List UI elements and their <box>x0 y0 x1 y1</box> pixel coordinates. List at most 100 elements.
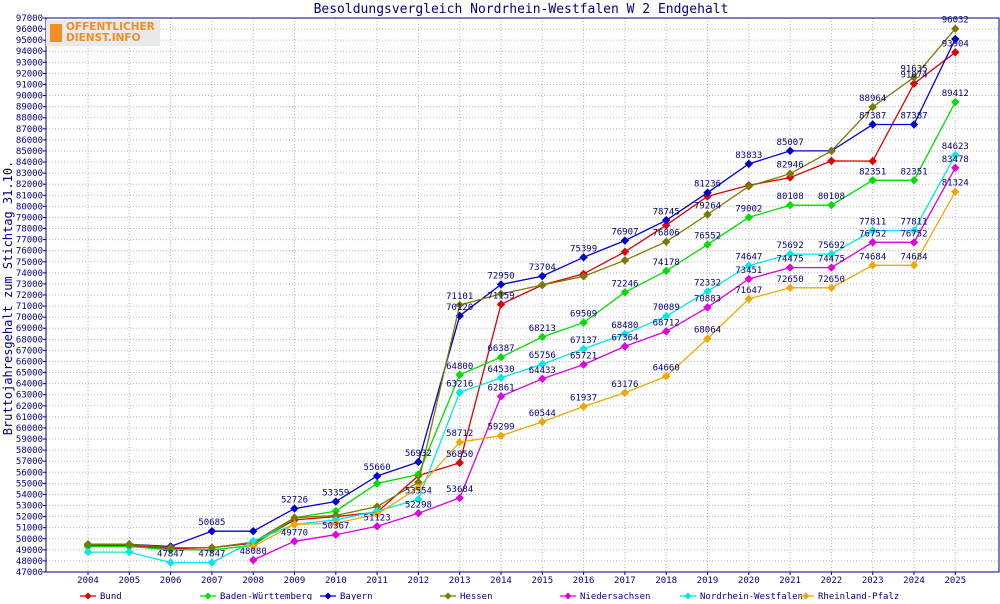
data-point <box>414 495 423 504</box>
x-tick-label: 2014 <box>490 576 512 586</box>
y-tick-label: 61000 <box>16 413 43 423</box>
data-label: 68712 <box>653 318 680 328</box>
data-point <box>579 360 588 369</box>
data-point <box>744 261 754 270</box>
data-label: 47847 <box>157 550 184 560</box>
data-label: 59299 <box>487 423 514 433</box>
data-label: 73704 <box>529 263 556 273</box>
logo-mark-icon <box>50 24 62 42</box>
data-label: 74475 <box>777 255 804 265</box>
y-tick-label: 52000 <box>16 513 43 523</box>
data-label: 50685 <box>198 518 225 528</box>
data-label: 71647 <box>735 286 762 296</box>
data-label: 73451 <box>735 266 762 276</box>
y-tick-label: 48000 <box>16 557 43 567</box>
data-label: 48080 <box>240 547 267 557</box>
data-label: 47847 <box>198 550 225 560</box>
data-point <box>455 493 464 503</box>
x-tick-label: 2006 <box>160 576 182 586</box>
y-tick-label: 53000 <box>16 502 43 512</box>
y-tick-label: 80000 <box>16 202 43 212</box>
data-label: 77811 <box>900 218 927 228</box>
legend-label: Rheinland-Pfalz <box>818 592 899 600</box>
data-point <box>744 213 754 222</box>
data-point <box>661 266 671 276</box>
x-tick-label: 2025 <box>944 576 966 586</box>
data-label: 67137 <box>570 336 597 346</box>
data-label: 89412 <box>942 89 969 99</box>
y-tick-label: 47000 <box>16 568 43 578</box>
data-label: 67364 <box>611 333 638 343</box>
data-point <box>372 510 382 519</box>
data-point <box>868 238 877 247</box>
data-label: 62861 <box>487 383 514 393</box>
data-point <box>290 537 299 546</box>
y-tick-label: 62000 <box>16 402 43 412</box>
x-tick-label: 2011 <box>366 576 388 586</box>
series-line <box>252 191 956 548</box>
data-label: 88964 <box>859 94 886 104</box>
data-point <box>125 540 134 549</box>
x-tick-label: 2018 <box>655 576 677 586</box>
data-point <box>827 200 836 210</box>
x-tick-label: 2023 <box>862 576 884 586</box>
data-label: 82351 <box>900 167 927 177</box>
data-label: 74178 <box>653 258 680 268</box>
data-label: 72650 <box>818 275 845 285</box>
data-point <box>785 146 795 156</box>
data-label: 74684 <box>900 252 927 262</box>
offentlicher-dienst-logo: OFFENTLICHER DIENST.INFO <box>46 20 160 46</box>
data-label: 75399 <box>570 244 597 254</box>
y-tick-label: 74000 <box>16 269 43 279</box>
data-point <box>579 402 588 411</box>
data-label: 75692 <box>818 241 845 251</box>
data-point <box>620 329 630 339</box>
data-point <box>331 530 341 539</box>
data-label: 76552 <box>694 232 721 242</box>
data-point <box>744 274 754 284</box>
data-point <box>579 253 588 262</box>
data-point <box>455 458 464 468</box>
data-point <box>455 438 464 447</box>
series-line <box>88 51 956 550</box>
data-point <box>207 558 217 567</box>
data-label: 91074 <box>900 71 927 81</box>
data-label: 69509 <box>570 310 597 320</box>
data-point <box>372 479 382 488</box>
data-point <box>455 300 464 310</box>
data-point <box>372 471 382 481</box>
data-point <box>868 102 877 112</box>
data-point <box>951 48 960 57</box>
x-tick-label: 2010 <box>325 576 347 586</box>
data-label: 96032 <box>942 16 969 26</box>
x-tick-label: 2004 <box>77 576 99 586</box>
legend-swatch-marker <box>444 592 452 600</box>
data-point <box>909 79 919 88</box>
series-layer <box>83 24 960 567</box>
data-label: 80108 <box>818 192 845 202</box>
y-tick-label: 97000 <box>16 14 43 24</box>
data-point <box>868 156 877 166</box>
data-point <box>703 240 712 249</box>
y-tick-label: 94000 <box>16 47 43 57</box>
data-point <box>827 283 836 293</box>
x-tick-label: 2007 <box>201 576 223 586</box>
data-point <box>785 263 795 272</box>
data-point <box>496 352 506 362</box>
y-tick-label: 84000 <box>16 158 43 168</box>
data-point <box>579 318 588 327</box>
data-label: 53359 <box>322 489 349 499</box>
data-point <box>538 374 547 384</box>
data-point <box>83 547 93 557</box>
y-tick-label: 49000 <box>16 546 43 556</box>
data-point <box>951 150 960 160</box>
data-label: 91635 <box>900 64 927 74</box>
y-tick-label: 54000 <box>16 490 43 500</box>
data-point <box>868 261 877 270</box>
data-point <box>868 176 877 185</box>
data-point <box>125 547 134 557</box>
data-label: 49770 <box>281 528 308 538</box>
y-tick-label: 63000 <box>16 391 43 401</box>
data-label: 76752 <box>900 229 927 239</box>
